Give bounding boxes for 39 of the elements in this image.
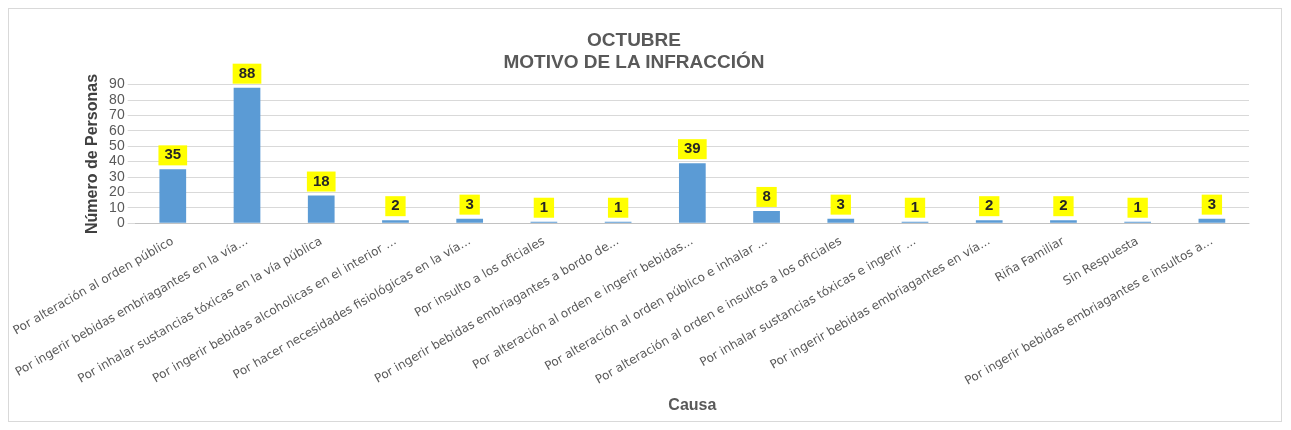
- bar: [1050, 220, 1077, 223]
- data-label: 2: [391, 196, 400, 214]
- x-axis-title: Causa: [668, 395, 717, 413]
- bar: [975, 220, 1003, 223]
- data-label: 1: [539, 197, 549, 215]
- data-label: 3: [465, 194, 474, 212]
- bar: [382, 220, 409, 223]
- y-tick-label: 50: [109, 137, 125, 154]
- data-label: 88: [238, 63, 256, 81]
- bar: [233, 87, 261, 223]
- data-label: 35: [164, 145, 182, 163]
- bar: [753, 210, 780, 223]
- bar: [1198, 218, 1226, 223]
- data-label: 8: [762, 187, 771, 205]
- data-label: 3: [1207, 194, 1217, 212]
- y-tick-label: 10: [109, 198, 125, 215]
- y-tick-label: 70: [109, 106, 125, 123]
- data-label: 18: [312, 171, 330, 189]
- bar: [456, 218, 484, 223]
- bar: [159, 169, 187, 223]
- data-label: 2: [985, 196, 994, 214]
- bar: [678, 163, 706, 223]
- y-axis-title: Número de Personas: [82, 73, 100, 234]
- y-tick-label: 30: [109, 167, 125, 184]
- data-label: 39: [683, 139, 701, 157]
- data-label: 3: [836, 194, 845, 212]
- data-label: 1: [910, 197, 920, 215]
- bar: [827, 218, 855, 223]
- y-tick-label: 0: [116, 214, 125, 231]
- data-label: 1: [613, 197, 623, 215]
- data-label: 1: [1133, 197, 1142, 215]
- chart-title: OCTUBRE MOTIVO DE LA INFRACCIÓN: [503, 28, 765, 73]
- y-tick-label: 20: [109, 183, 125, 200]
- y-tick-label: 80: [109, 90, 125, 107]
- y-tick-label: 60: [109, 121, 125, 138]
- y-tick-label: 40: [109, 152, 125, 169]
- bar: [307, 195, 335, 223]
- y-tick-label: 90: [109, 75, 125, 92]
- data-label: 2: [1059, 196, 1068, 214]
